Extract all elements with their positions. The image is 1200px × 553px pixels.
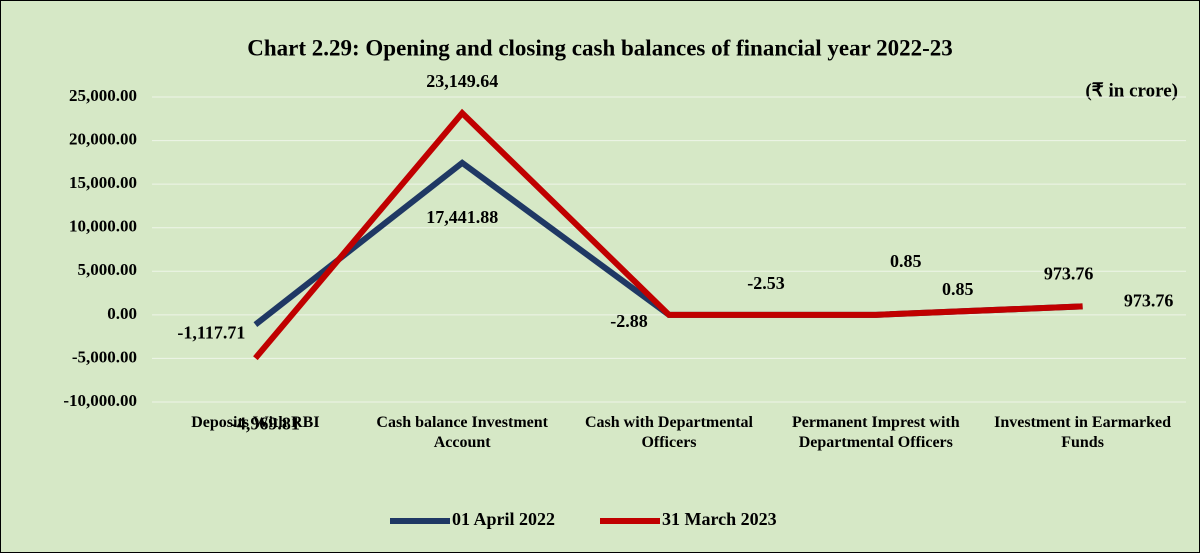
value-label: 973.76	[1124, 290, 1174, 310]
y-tick-label: -10,000.00	[63, 391, 137, 410]
x-tick-line: Departmental Officers	[799, 434, 953, 451]
legend-label: 31 March 2023	[662, 509, 777, 529]
value-label: 0.85	[942, 279, 974, 299]
value-label: 0.85	[890, 251, 922, 271]
legend-label: 01 April 2022	[452, 509, 555, 529]
series-line	[253, 108, 1083, 361]
value-label: 17,441.88	[426, 207, 498, 227]
unit-annotation: (₹ in crore)	[1085, 80, 1178, 101]
x-tick-line: Investment in Earmarked	[994, 414, 1171, 431]
x-tick-label: Cash with Departmental Officers	[585, 414, 754, 451]
value-label: -1,117.71	[177, 323, 245, 343]
x-tick-line: Cash with Departmental	[585, 414, 754, 431]
x-tick-label: Cash balance Investment Account	[376, 414, 548, 451]
chart-title: Chart 2.29: Opening and closing cash bal…	[247, 35, 953, 60]
x-tick-line: Officers	[641, 434, 696, 451]
x-tick-line: Funds	[1061, 434, 1104, 451]
x-tick-label: Deposits With RBI	[191, 414, 319, 431]
value-label: -2.53	[747, 273, 785, 293]
y-tick-label: -5,000.00	[72, 347, 137, 366]
y-tick-label: 25,000.00	[69, 86, 137, 105]
y-tick-label: 20,000.00	[69, 129, 137, 148]
value-label: -4,969.81	[231, 413, 300, 433]
x-tick-line: Account	[434, 434, 492, 451]
value-label: -2.88	[610, 311, 648, 331]
y-tick-label: 10,000.00	[69, 217, 137, 236]
x-tick-line: Cash balance Investment	[376, 414, 548, 431]
x-tick-line: Permanent Imprest with	[792, 414, 960, 431]
y-tick-label: 5,000.00	[78, 260, 138, 279]
x-tick-label: Investment in Earmarked Funds	[994, 414, 1171, 451]
y-tick-label: 15,000.00	[69, 173, 137, 192]
value-label: 973.76	[1044, 263, 1094, 283]
y-tick-label: 0.00	[107, 304, 137, 323]
x-tick-label: Permanent Imprest with Departmental Offic…	[792, 414, 960, 451]
value-label: 23,149.64	[426, 71, 498, 91]
x-tick-line: Deposits With RBI	[191, 414, 319, 431]
